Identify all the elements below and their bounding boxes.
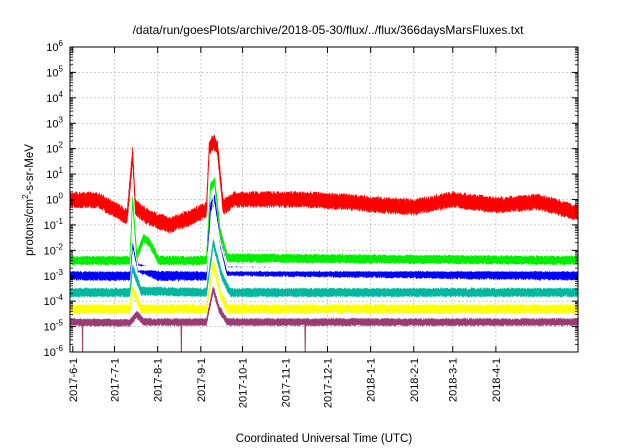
- y-tick-label: 101: [46, 166, 63, 181]
- y-axis-label-sup: 2: [21, 194, 30, 199]
- series-layer: [69, 134, 579, 353]
- y-tick-exp: 5: [59, 64, 64, 73]
- y-tick-base: 10: [44, 296, 56, 308]
- x-axis-label: Coordinated Universal Time (UTC): [236, 433, 413, 445]
- y-tick-label: 10-2: [44, 242, 64, 257]
- y-tick-exp: 0: [59, 192, 64, 201]
- y-tick-exp: 1: [59, 166, 64, 175]
- x-tick-label: 2017-8-1: [153, 358, 165, 402]
- y-tick-label: 103: [46, 115, 63, 130]
- y-tick-base: 10: [44, 271, 56, 283]
- y-tick-label: 104: [46, 90, 63, 105]
- y-tick-base: 10: [44, 245, 56, 257]
- y-tick-exp: -2: [56, 242, 64, 251]
- y-axis-ticks: 10-610-510-410-310-210-11001011021031041…: [44, 39, 578, 359]
- y-tick-base: 10: [44, 220, 56, 232]
- y-tick-base: 10: [46, 118, 58, 130]
- x-tick-label: 2017-11-1: [281, 358, 293, 407]
- x-tick-label: 2017-9-1: [196, 358, 208, 402]
- y-tick-base: 10: [46, 195, 58, 207]
- x-axis-ticks: 2017-6-1 2017-7-1 2017-8-1 2017-9-1 2017-10-…: [68, 47, 503, 408]
- series-6-band: [69, 134, 579, 234]
- y-tick-label: 100: [46, 192, 63, 207]
- y-tick-base: 10: [46, 42, 58, 54]
- y-tick-label: 10-1: [44, 217, 64, 232]
- y-tick-label: 10-6: [44, 344, 64, 359]
- y-tick-exp: -6: [56, 344, 64, 353]
- y-tick-base: 10: [46, 67, 58, 79]
- y-tick-label: 102: [46, 141, 63, 156]
- y-tick-base: 10: [46, 169, 58, 181]
- y-tick-label: 10-4: [44, 293, 64, 308]
- x-tick-label: 2017-7-1: [110, 358, 122, 402]
- x-tick-label: 2017-12-1: [322, 358, 334, 408]
- y-tick-label: 105: [46, 64, 63, 79]
- y-tick-label: 10-3: [44, 268, 64, 283]
- y-tick-base: 10: [44, 347, 56, 359]
- x-tick-label: 2018-1-1: [366, 358, 378, 402]
- y-tick-exp: -4: [56, 293, 64, 302]
- y-tick-base: 10: [46, 144, 58, 156]
- y-axis-label-rest: -s-sr-MeV: [24, 144, 36, 195]
- x-tick-label: 2018-4-1: [491, 358, 503, 402]
- y-axis-label: protons/cm2-s-sr-MeV: [21, 144, 36, 256]
- x-tick-label: 2017-10-1: [238, 358, 250, 408]
- y-tick-base: 10: [46, 93, 58, 105]
- y-tick-exp: 2: [59, 141, 64, 150]
- y-tick-label: 106: [46, 39, 63, 54]
- x-tick-label: 2018-2-1: [409, 358, 421, 402]
- y-tick-exp: -1: [56, 217, 64, 226]
- y-tick-exp: 4: [59, 90, 64, 99]
- y-tick-exp: 6: [59, 39, 64, 48]
- chart-title: /data/run/goesPlots/archive/2018-05-30/f…: [133, 23, 525, 37]
- y-tick-exp: 3: [59, 115, 64, 124]
- x-tick-label: 2017-6-1: [68, 358, 80, 402]
- y-tick-label: 10-5: [44, 319, 64, 334]
- y-tick-exp: -3: [56, 268, 64, 277]
- y-tick-base: 10: [44, 322, 56, 334]
- y-tick-exp: -5: [56, 319, 64, 328]
- y-axis-label-main: protons/cm: [24, 199, 36, 256]
- series-0-band: [69, 286, 579, 353]
- x-tick-label: 2018-3-1: [448, 358, 460, 402]
